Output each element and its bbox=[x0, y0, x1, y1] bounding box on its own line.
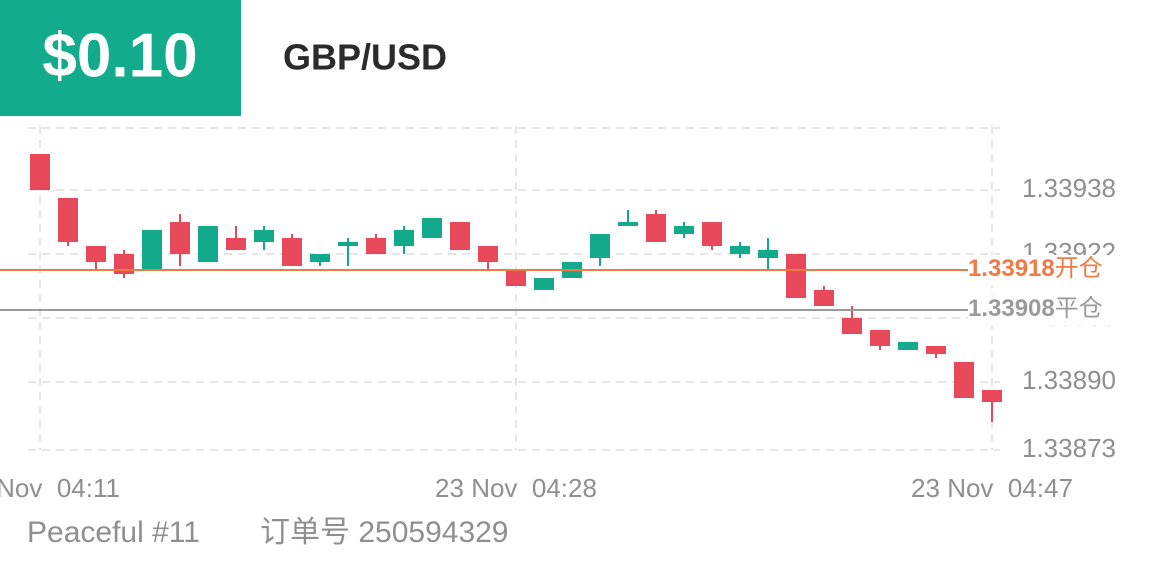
candle-body bbox=[534, 278, 554, 290]
candle-body bbox=[674, 226, 694, 234]
price-value: 1.33918 bbox=[968, 255, 1055, 282]
candle-body bbox=[30, 154, 50, 190]
candle-body bbox=[450, 222, 470, 250]
y-tick-label: 1.33873 bbox=[1022, 433, 1116, 463]
candle-body bbox=[142, 230, 162, 270]
y-tick-label: 1.33938 bbox=[1022, 173, 1116, 203]
candle-body bbox=[646, 214, 666, 242]
x-tick-label: 23 Nov 04:28 bbox=[435, 473, 597, 503]
candle-body bbox=[422, 218, 442, 238]
candle-body bbox=[170, 222, 190, 254]
price-tag: 平仓 bbox=[1055, 295, 1103, 322]
pnl: $0.10 bbox=[42, 21, 197, 90]
x-tick-label: 23 Nov 04:11 bbox=[0, 473, 120, 503]
candle-body bbox=[982, 390, 1002, 402]
y-tick-label: 1.33890 bbox=[1022, 365, 1116, 395]
price-label-bg bbox=[968, 255, 1128, 285]
candle-body bbox=[310, 254, 330, 262]
candle-body bbox=[590, 234, 610, 258]
x-tick-label: 23 Nov 04:47 bbox=[911, 473, 1073, 503]
candle-body bbox=[282, 238, 302, 266]
candle-body bbox=[58, 198, 78, 242]
candle-body bbox=[730, 246, 750, 254]
candle-body bbox=[618, 222, 638, 226]
account: Peaceful #11 bbox=[27, 516, 200, 549]
price-tag: 开仓 bbox=[1055, 255, 1103, 282]
order-number: 订单号 250594329 bbox=[260, 516, 509, 549]
candle-body bbox=[954, 362, 974, 398]
candle-body bbox=[786, 254, 806, 298]
candle-body bbox=[198, 226, 218, 262]
candle-body bbox=[478, 246, 498, 262]
price-line-label: 1.33908平仓 bbox=[968, 295, 1103, 322]
candle-body bbox=[366, 238, 386, 254]
symbol: GBP/USD bbox=[283, 37, 447, 78]
candle-body bbox=[86, 246, 106, 262]
price-line-label: 1.33918开仓 bbox=[968, 255, 1103, 282]
price-label-bg bbox=[968, 295, 1128, 325]
candle-body bbox=[506, 270, 526, 286]
candle-body bbox=[702, 222, 722, 246]
candle-body bbox=[898, 342, 918, 350]
pnl-badge bbox=[0, 0, 241, 116]
candle-body bbox=[394, 230, 414, 246]
price-value: 1.33908 bbox=[968, 295, 1055, 322]
candle-body bbox=[870, 330, 890, 346]
candle-body bbox=[926, 346, 946, 354]
candle-body bbox=[338, 242, 358, 246]
candle-body bbox=[226, 238, 246, 250]
candle-body bbox=[758, 250, 778, 258]
candle-body bbox=[254, 230, 274, 242]
candle-body bbox=[842, 318, 862, 334]
candle-body bbox=[814, 290, 834, 306]
